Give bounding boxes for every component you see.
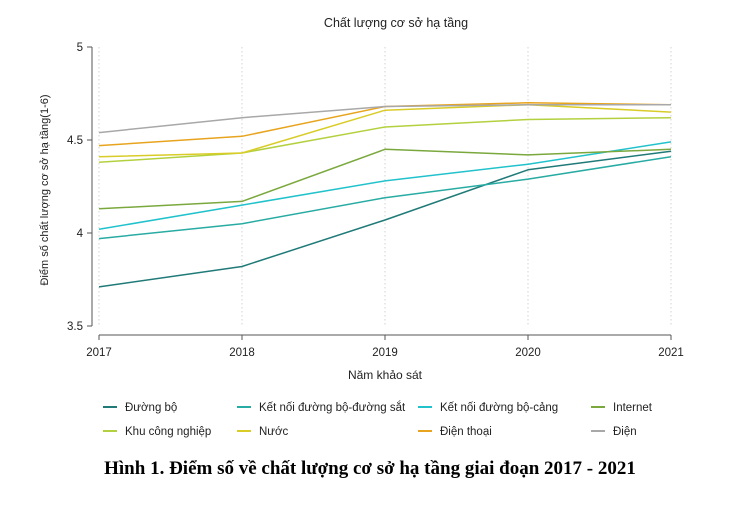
figure-caption: Hình 1. Điểm số về chất lượng cơ sở hạ t… [104, 458, 636, 479]
legend-label: Kết nối đường bộ-cảng [440, 402, 558, 414]
legend-label: Đường bộ [125, 402, 177, 414]
x-tick-label: 2019 [372, 347, 398, 359]
y-tick-label: 5 [77, 42, 83, 54]
legend-label: Kết nối đường bộ-đường sắt [259, 401, 406, 414]
y-tick-label: 3.5 [67, 321, 83, 333]
x-tick-label: 2021 [658, 347, 684, 359]
series-line-2 [98, 155, 672, 240]
x-tick-label: 2017 [86, 347, 112, 359]
series-line-5 [98, 116, 672, 164]
legend-label: Nước [259, 426, 289, 438]
axis-layer: 3.5 4 4.5 5 2017 2018 2019 2020 2021 [67, 42, 684, 359]
y-tick-label: 4.5 [67, 135, 83, 147]
series-line-4 [98, 148, 672, 210]
y-axis-label: Điểm số chất lượng cơ sở hạ tầng(1-6) [39, 94, 51, 285]
series-line-1 [98, 150, 672, 288]
grid-layer [98, 47, 672, 326]
legend-label: Khu công nghiệp [125, 426, 211, 438]
series-line-8 [98, 103, 671, 134]
series-layer [98, 102, 672, 288]
line-chart: Chất lượng cơ sở hạ tầng Điểm số chất lư… [39, 16, 684, 438]
legend-label: Điện [613, 426, 637, 438]
legend: Đường bộ Kết nối đường bộ-đường sắt Kết nố… [103, 401, 653, 438]
series-line-6 [98, 103, 672, 158]
series-line-3 [98, 141, 672, 231]
legend-label: Điện thoại [440, 426, 492, 438]
chart-title: Chất lượng cơ sở hạ tầng [324, 16, 468, 30]
x-tick-label: 2020 [515, 347, 541, 359]
y-tick-label: 4 [77, 228, 84, 240]
x-axis-label: Năm khảo sát [348, 368, 423, 382]
legend-label: Internet [613, 402, 653, 414]
x-tick-label: 2018 [229, 347, 255, 359]
